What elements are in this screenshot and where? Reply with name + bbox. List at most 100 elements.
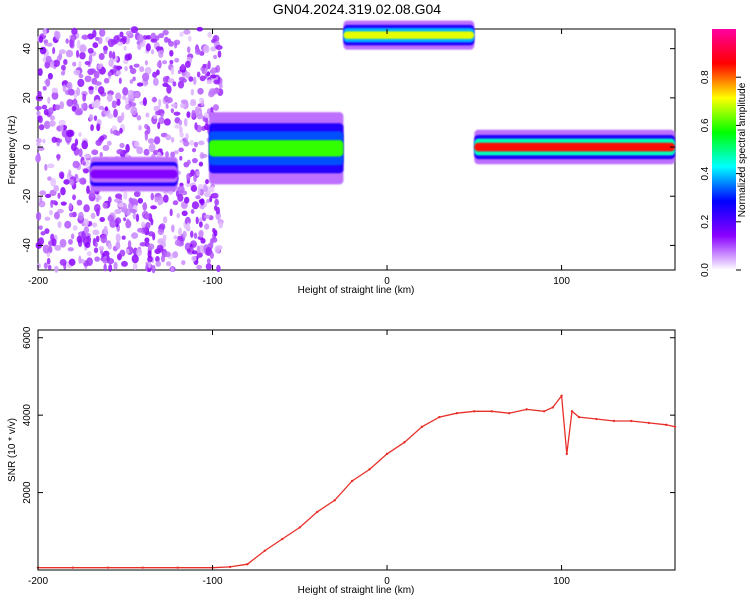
noise-blob [210, 106, 214, 113]
noise-blob [113, 35, 120, 44]
noise-blob [183, 140, 190, 147]
noise-blob [57, 192, 61, 199]
noise-blob [51, 91, 59, 100]
noise-blob [191, 255, 197, 262]
noise-blob [60, 64, 66, 71]
noise-blob [100, 234, 108, 244]
snr-point [525, 408, 528, 411]
spectrogram-marks [35, 20, 675, 274]
snr-point [281, 537, 284, 541]
noise-blob [179, 103, 186, 109]
noise-blob [44, 216, 51, 221]
noise-blob [125, 97, 129, 106]
noise-blob [99, 217, 105, 223]
colorbar-tick-label: 0.0 [700, 263, 711, 277]
noise-blob [129, 79, 134, 84]
noise-blob [93, 247, 99, 254]
noise-blob [161, 60, 168, 65]
noise-blob [38, 225, 43, 230]
noise-blob [148, 143, 156, 153]
noise-blob [99, 151, 103, 158]
noise-blob [84, 60, 91, 66]
noise-blob [75, 49, 80, 58]
noise-blob [86, 250, 92, 257]
noise-blob [183, 29, 191, 35]
noise-blob [113, 108, 118, 118]
noise-blob [186, 173, 191, 181]
noise-blob [121, 235, 126, 240]
snr-point [420, 425, 424, 428]
noise-blob [66, 98, 74, 107]
noise-blob [42, 85, 47, 91]
noise-blob [210, 185, 215, 193]
noise-blob [45, 55, 52, 64]
noise-blob [144, 66, 152, 75]
noise-blob [155, 260, 162, 267]
noise-blob [204, 123, 210, 131]
noise-blob [137, 227, 144, 233]
noise-blob [131, 232, 139, 239]
noise-blob [136, 82, 144, 87]
noise-blob [40, 231, 46, 236]
noise-blob [112, 129, 119, 136]
noise-blob [81, 34, 89, 40]
colorbar-tick-label: 0.2 [700, 214, 711, 228]
noise-blob [38, 35, 44, 43]
colorbar-tick-label: 0.4 [700, 166, 711, 180]
noise-blob [58, 49, 66, 55]
noise-blob [197, 187, 201, 197]
noise-blob [38, 124, 45, 131]
noise-blob [69, 39, 74, 48]
noise-blob [189, 100, 197, 107]
noise-blob [116, 148, 124, 155]
noise-blob [91, 101, 97, 108]
y-tick-label: 40 [22, 43, 33, 55]
noise-blob [62, 84, 67, 93]
noise-blob [205, 179, 209, 185]
noise-blob [84, 242, 91, 248]
noise-blob [203, 214, 211, 219]
noise-blob [206, 71, 211, 77]
noise-blob [94, 241, 98, 248]
noise-blob [125, 143, 130, 153]
noise-blob [111, 100, 117, 109]
noise-blob [44, 228, 50, 234]
noise-blob [116, 98, 121, 106]
noise-blob [195, 170, 200, 177]
snr-point [228, 565, 232, 569]
noise-blob [160, 112, 164, 118]
noise-blob [179, 31, 184, 37]
noise-blob [165, 151, 169, 158]
noise-blob [66, 129, 74, 138]
noise-blob [108, 59, 114, 67]
noise-blob [39, 46, 47, 55]
noise-blob [198, 161, 204, 167]
noise-blob [214, 198, 219, 206]
noise-blob [166, 261, 172, 267]
noise-blob [102, 144, 110, 152]
noise-blob [47, 72, 53, 80]
noise-blob [108, 263, 113, 272]
noise-blob [177, 193, 184, 202]
snr-point [473, 410, 476, 413]
noise-blob [173, 150, 179, 155]
noise-blob [196, 26, 204, 32]
noise-blob [128, 197, 134, 204]
noise-blob [173, 235, 178, 240]
noise-blob [72, 61, 77, 67]
noise-blob [197, 140, 205, 146]
noise-blob [151, 97, 158, 103]
noise-blob [98, 105, 105, 110]
noise-blob [184, 196, 190, 204]
snr-point [350, 479, 354, 483]
noise-blob [199, 204, 205, 210]
noise-blob [179, 155, 183, 161]
noise-blob [68, 239, 73, 245]
noise-blob [158, 98, 162, 108]
noise-blob [127, 240, 132, 249]
noise-blob [53, 211, 60, 220]
noise-blob [181, 260, 186, 266]
noise-blob [127, 89, 135, 99]
